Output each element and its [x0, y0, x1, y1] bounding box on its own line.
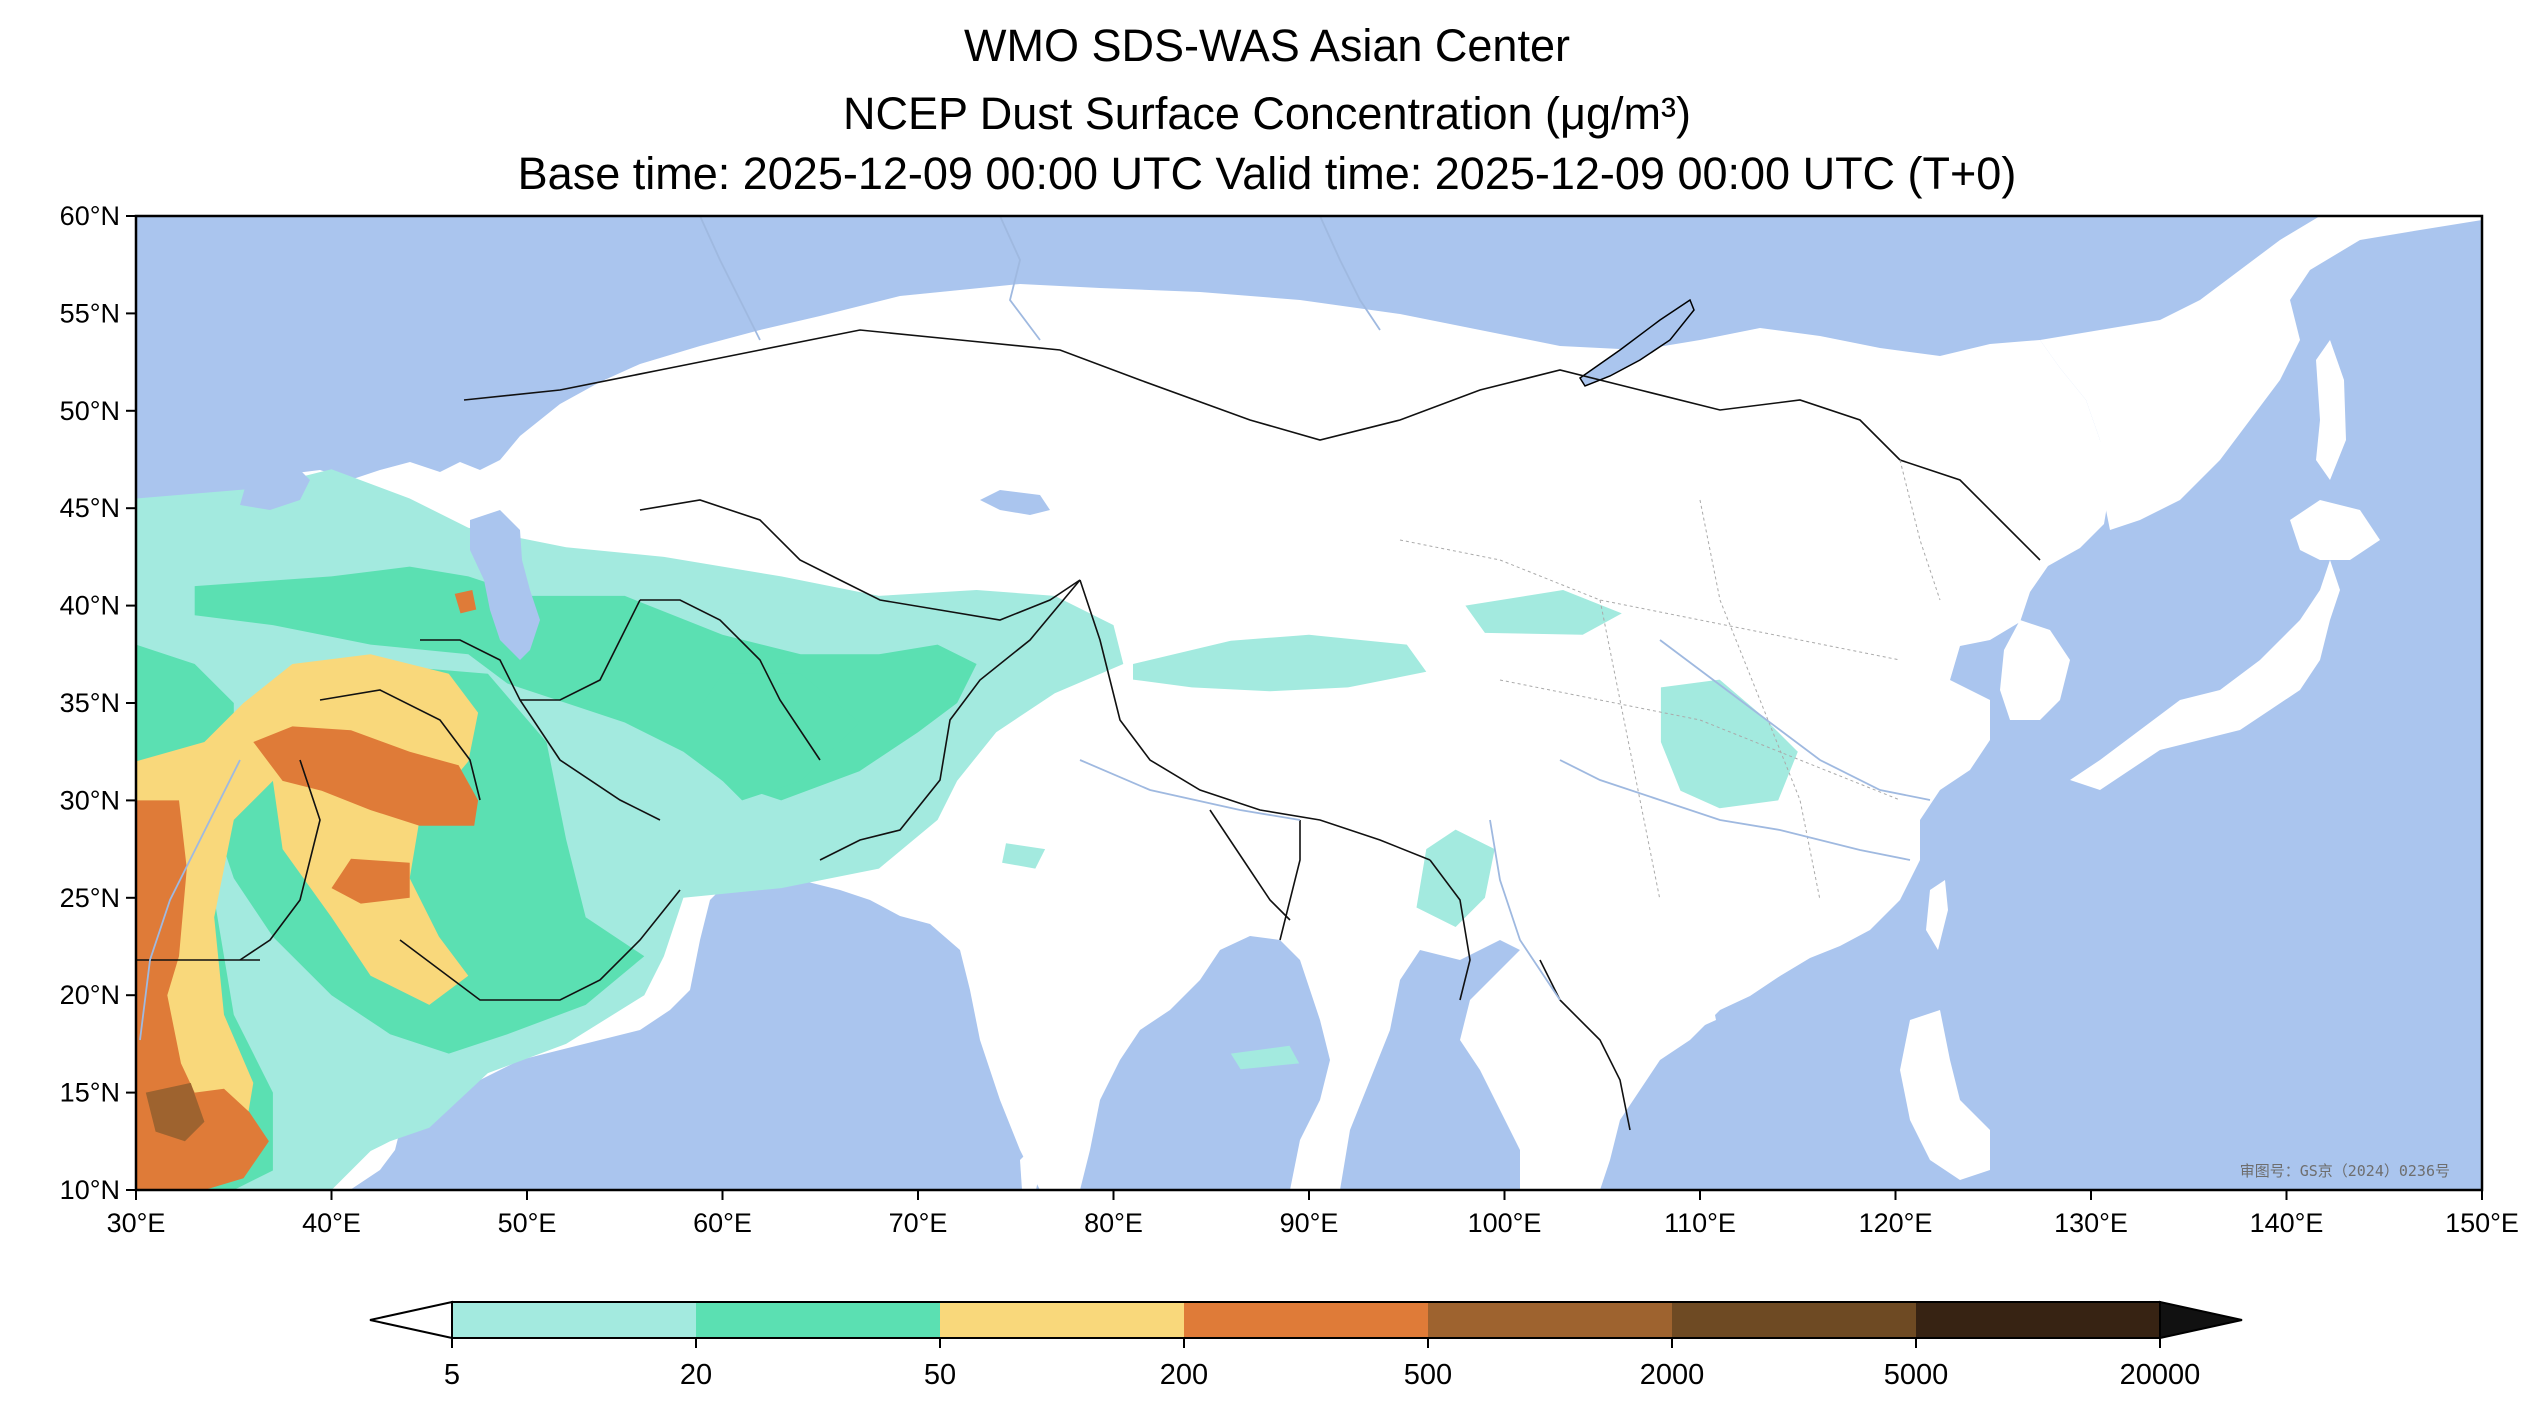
lat-tick-label: 20°N: [60, 980, 120, 1010]
dust-region-4: [1416, 829, 1495, 927]
land-hainan: [1676, 990, 1716, 1030]
dust-region-13: [331, 858, 410, 904]
map-area: 审图号：GS京（2024）0236号: [136, 216, 2482, 1190]
lake-balkhash: [980, 490, 1050, 515]
lat-tick-label: 55°N: [60, 298, 120, 328]
colorbar-segment: [940, 1302, 1184, 1338]
lon-tick-label: 130°E: [2054, 1208, 2128, 1238]
colorbar-tick-label: 2000: [1640, 1359, 1705, 1391]
lon-tick-label: 60°E: [693, 1208, 752, 1238]
dust-region-1: [1133, 634, 1427, 692]
province-borders: [1399, 459, 1941, 901]
dust-region-3: [1660, 679, 1798, 809]
land-philippines: [1900, 1010, 1990, 1180]
map-approval-number: 审图号：GS京（2024）0236号: [2240, 1162, 2450, 1180]
lon-tick-label: 40°E: [302, 1208, 361, 1238]
lon-tick-label: 50°E: [498, 1208, 557, 1238]
land-japan-honshu: [2070, 560, 2340, 790]
lake-baikal: [1578, 298, 1695, 387]
rivers: [139, 216, 1931, 1041]
land-sri-lanka: [1020, 1150, 1040, 1190]
dust-region-5: [1002, 843, 1046, 869]
colorbar-frame: [451, 1301, 2161, 1339]
dust-region-6: [1230, 1045, 1300, 1070]
longitude-axis: 30°E 40°E 50°E 60°E 70°E 80°E 90°E 100°E 110°E 12…: [107, 1190, 2519, 1238]
colorbar: 5 20 50 200 500 2000 5000 20000: [369, 1300, 2243, 1391]
colorbar-segment: [1672, 1302, 1916, 1338]
colorbar-segment: [696, 1302, 940, 1338]
land-japan-hokkaido: [2290, 500, 2380, 560]
lon-tick-label: 120°E: [1859, 1208, 1933, 1238]
land-taiwan: [1926, 880, 1948, 950]
colorbar-segment: [1428, 1302, 1672, 1338]
lat-tick-label: 35°N: [60, 688, 120, 718]
lat-tick-label: 15°N: [60, 1078, 120, 1108]
lat-tick-label: 10°N: [60, 1175, 120, 1205]
colorbar-segment: [1184, 1302, 1428, 1338]
dust-region-15: [454, 590, 477, 614]
dust-concentration-layer: [136, 469, 1798, 1190]
lat-tick-label: 45°N: [60, 493, 120, 523]
lon-tick-label: 90°E: [1280, 1208, 1339, 1238]
dust-region-12: [253, 726, 479, 826]
lat-tick-label: 40°N: [60, 591, 120, 621]
lon-tick-label: 70°E: [889, 1208, 948, 1238]
black-sea: [240, 460, 310, 510]
land-far-east: [2040, 216, 2482, 530]
colorbar-tick-label: 200: [1160, 1359, 1208, 1391]
lon-tick-label: 30°E: [107, 1208, 166, 1238]
caspian-sea: [470, 510, 540, 660]
latitude-axis: 10°N 15°N 20°N 25°N 30°N 35°N 40°N 45°N 50°N 55°N…: [60, 201, 136, 1205]
colorbar-extend-max: [2159, 1300, 2243, 1340]
lat-tick-label: 60°N: [60, 201, 120, 231]
dust-region-8: [703, 673, 860, 801]
land-sakhalin: [2316, 340, 2346, 480]
colorbar-tick-label: 20000: [2120, 1359, 2201, 1391]
chart-subtitle: NCEP Dust Surface Concentration (μg/m³): [843, 88, 1691, 139]
lon-tick-label: 140°E: [2250, 1208, 2324, 1238]
colorbar-tick-label: 50: [924, 1359, 956, 1391]
colorbar-tick-label: 5000: [1884, 1359, 1949, 1391]
lon-tick-label: 150°E: [2445, 1208, 2519, 1238]
land-korea: [2000, 620, 2070, 720]
colorbar-tick-label: 20: [680, 1359, 712, 1391]
lon-tick-label: 100°E: [1468, 1208, 1542, 1238]
dust-region-16: [145, 1082, 205, 1142]
colorbar-segment: [452, 1302, 696, 1338]
lat-tick-label: 50°N: [60, 396, 120, 426]
colorbar-extend-min: [369, 1300, 453, 1340]
lon-tick-label: 110°E: [1664, 1208, 1736, 1238]
colorbar-tick-label: 5: [444, 1359, 460, 1391]
lon-tick-label: 80°E: [1084, 1208, 1143, 1238]
dust-region-2: [1465, 590, 1622, 635]
chart-time-info: Base time: 2025-12-09 00:00 UTC Valid ti…: [517, 148, 2017, 199]
country-borders: [136, 329, 2041, 1131]
chart-title: WMO SDS-WAS Asian Center: [964, 20, 1570, 71]
colorbar-segment: [1916, 1302, 2160, 1338]
colorbar-tick-label: 500: [1404, 1359, 1452, 1391]
lat-tick-label: 30°N: [60, 785, 120, 815]
lat-tick-label: 25°N: [60, 883, 120, 913]
